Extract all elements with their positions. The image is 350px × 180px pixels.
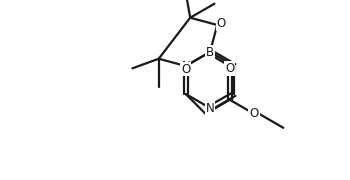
Text: N: N xyxy=(181,60,190,73)
Text: O: O xyxy=(181,62,190,75)
Text: B: B xyxy=(206,46,214,58)
Text: O: O xyxy=(217,17,226,30)
Text: N: N xyxy=(205,102,214,114)
Text: O: O xyxy=(250,107,259,120)
Text: O: O xyxy=(225,62,235,75)
